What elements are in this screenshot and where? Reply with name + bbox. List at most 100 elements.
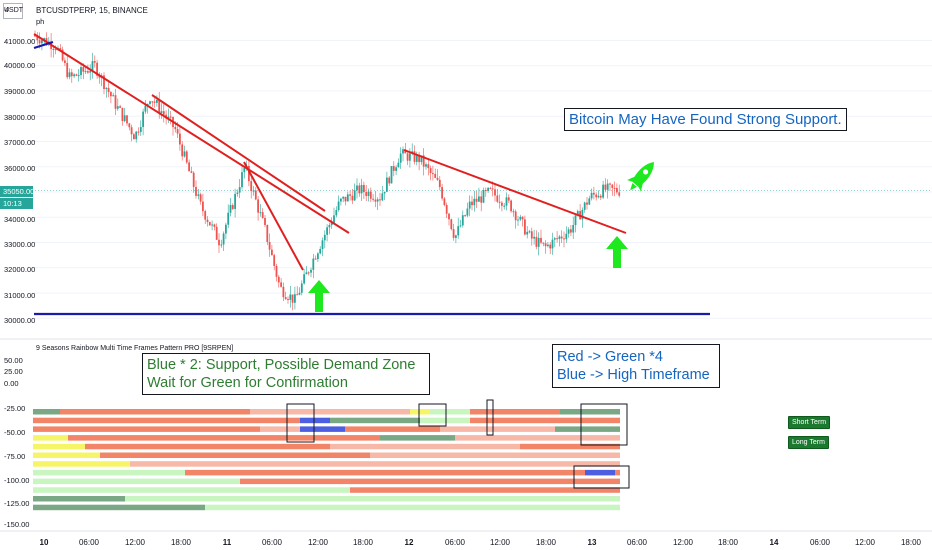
- candle-body: [388, 177, 391, 184]
- candle-body: [606, 183, 609, 190]
- candle-body: [121, 107, 124, 122]
- candle-body: [227, 212, 230, 225]
- candle-body: [519, 216, 522, 220]
- time-label: 11: [222, 538, 232, 547]
- rainbow-segment: [300, 426, 345, 432]
- candle-body: [234, 193, 236, 209]
- candle-body: [34, 35, 36, 37]
- candle-body: [558, 236, 561, 239]
- symbol-selector-label: USDT: [4, 7, 24, 14]
- candle-body: [556, 238, 558, 240]
- price-label: 37000.00: [4, 138, 36, 147]
- rocket-body: [632, 161, 654, 187]
- candle-body: [572, 225, 575, 233]
- blue-note-callout: Blue * 2: Support, Possible Demand Zone …: [142, 353, 430, 395]
- symbol-selector[interactable]: USDT: [3, 3, 23, 19]
- rocket-icon: [627, 161, 654, 192]
- indicator-axis-label: -75.00: [4, 452, 26, 461]
- candle-body: [517, 219, 519, 221]
- candle-body: [496, 195, 499, 202]
- rainbow-segment: [33, 409, 60, 415]
- red-green-line2: Blue -> High Timeframe: [557, 367, 710, 383]
- indicator-axis-label: -100.00: [4, 476, 30, 485]
- candle-body: [415, 154, 418, 162]
- candle-body: [215, 226, 218, 240]
- time-label: 06:00: [626, 538, 648, 547]
- candle-body: [261, 212, 264, 219]
- candle-body: [66, 62, 69, 78]
- candle-body: [383, 191, 386, 194]
- candle-body: [70, 72, 73, 77]
- candle-body: [303, 274, 305, 284]
- rainbow-segment: [33, 435, 68, 441]
- candle-body: [353, 190, 356, 201]
- candle-body: [399, 153, 402, 163]
- highlight-box: [418, 403, 447, 427]
- candle-body: [243, 167, 246, 173]
- candle-body: [116, 106, 119, 109]
- candle-body: [310, 269, 312, 273]
- price-chart[interactable]: [0, 0, 932, 340]
- candle-body: [133, 134, 135, 140]
- rainbow-segment: [240, 478, 620, 485]
- candle-body: [271, 249, 273, 256]
- candle-body: [429, 168, 432, 174]
- candle-body: [611, 184, 614, 188]
- candle-body: [533, 236, 535, 239]
- rainbow-segment: [100, 452, 370, 458]
- time-label: 06:00: [809, 538, 831, 547]
- candle-body: [475, 198, 478, 202]
- price-label: 33000.00: [4, 240, 36, 249]
- rainbow-segment: [380, 435, 455, 441]
- candle-body: [179, 133, 181, 145]
- time-label: 12:00: [307, 538, 329, 547]
- price-label: 31000.00: [4, 291, 36, 300]
- candle-body: [112, 95, 115, 97]
- candle-body: [91, 61, 94, 72]
- candle-body: [434, 173, 437, 178]
- candle-body: [448, 213, 450, 220]
- time-label: 10: [39, 538, 49, 547]
- candle-body: [197, 194, 200, 196]
- candle-body: [54, 49, 57, 51]
- candle-body: [563, 238, 565, 240]
- rocket-fin: [627, 175, 638, 182]
- blue-note-line2: Wait for Green for Confirmation: [147, 375, 348, 391]
- candle-body: [319, 248, 322, 254]
- indicator-chart[interactable]: [0, 340, 932, 530]
- highlight-box: [573, 465, 630, 489]
- candle-body: [330, 222, 333, 226]
- candle-body: [162, 111, 165, 115]
- candle-body: [231, 205, 234, 209]
- rainbow-segment: [430, 409, 470, 415]
- candle-body: [618, 192, 621, 196]
- candle-body: [583, 202, 586, 210]
- candle-body: [422, 155, 425, 167]
- trendline: [33, 33, 350, 234]
- candle-body: [73, 74, 75, 77]
- candle-body: [105, 87, 108, 90]
- candle-body: [59, 48, 62, 50]
- indicator-axis-label: 0.00: [4, 379, 19, 388]
- rainbow-segment: [33, 461, 130, 467]
- candle-body: [365, 192, 368, 196]
- candle-body: [425, 164, 427, 167]
- candle-body: [491, 188, 494, 190]
- short-term-legend[interactable]: Short Term: [788, 416, 831, 429]
- candle-body: [344, 196, 347, 202]
- red-green-line1: Red -> Green *4: [557, 349, 663, 365]
- candle-body: [220, 244, 223, 246]
- candle-body: [294, 294, 296, 303]
- current-price-tag: 35050.00: [0, 186, 34, 197]
- candle-body: [473, 198, 476, 206]
- candle-body: [450, 219, 453, 230]
- highlight-box: [486, 399, 494, 436]
- candle-body: [438, 179, 441, 188]
- candle-body: [312, 258, 315, 270]
- candle-body: [478, 196, 480, 202]
- candle-body: [250, 181, 253, 192]
- candle-body: [126, 115, 128, 124]
- indicator-axis-label: 50.00: [4, 356, 23, 365]
- long-term-legend[interactable]: Long Term: [788, 436, 829, 449]
- candle-body: [498, 201, 501, 203]
